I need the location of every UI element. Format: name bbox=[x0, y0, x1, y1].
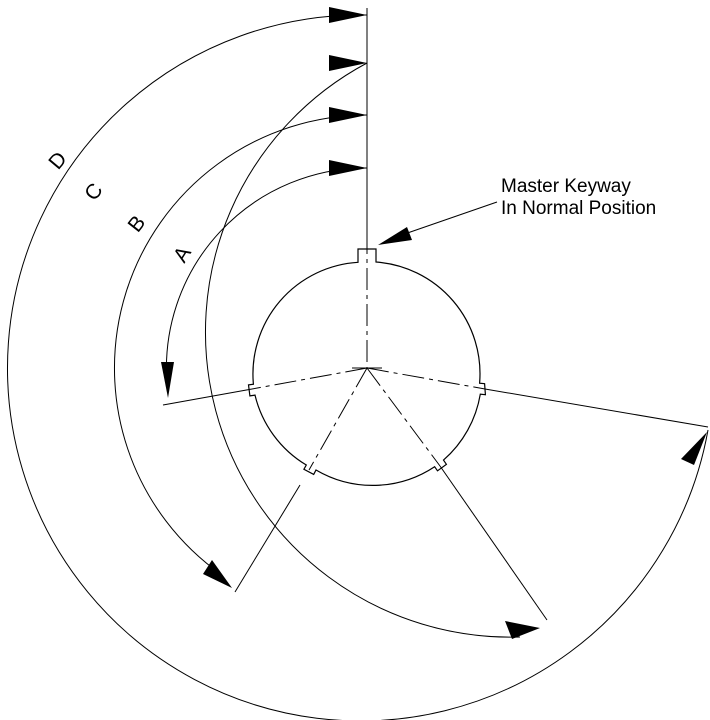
arc-label-a: A bbox=[169, 243, 196, 267]
keyway-d-centerline bbox=[366, 367, 486, 390]
extension-line-b bbox=[234, 484, 301, 593]
callout-line-2: In Normal Position bbox=[501, 198, 656, 219]
arc-label-b: B bbox=[124, 211, 151, 236]
callout-arrowhead bbox=[378, 227, 412, 245]
arc-b-start-arrowhead bbox=[329, 107, 367, 123]
arc-c bbox=[204, 62, 521, 638]
arc-b-end-arrowhead bbox=[203, 560, 232, 588]
arc-d-end-arrowhead bbox=[681, 432, 707, 465]
arc-c-end-arrowhead bbox=[505, 621, 540, 639]
arc-label-c: C bbox=[80, 179, 107, 205]
extension-line-c bbox=[439, 465, 548, 621]
arc-b bbox=[114, 114, 368, 576]
keyway-a-centerline bbox=[251, 367, 368, 390]
keyway-c-centerline bbox=[366, 367, 441, 467]
arc-d-start-arrowhead bbox=[329, 7, 367, 23]
arc-a-end-arrowhead bbox=[161, 362, 174, 398]
extension-line-a bbox=[162, 388, 253, 406]
hub-outline bbox=[247, 248, 487, 486]
keyway-b-centerline bbox=[308, 367, 368, 471]
callout-leader-line bbox=[392, 201, 498, 239]
arc-c-start-arrowhead bbox=[329, 55, 367, 71]
arc-a bbox=[165, 167, 368, 384]
extension-line-d bbox=[484, 388, 709, 428]
arc-d bbox=[6, 14, 709, 720]
arc-a-start-arrowhead bbox=[329, 160, 367, 176]
callout-line-1: Master Keyway bbox=[501, 176, 631, 197]
